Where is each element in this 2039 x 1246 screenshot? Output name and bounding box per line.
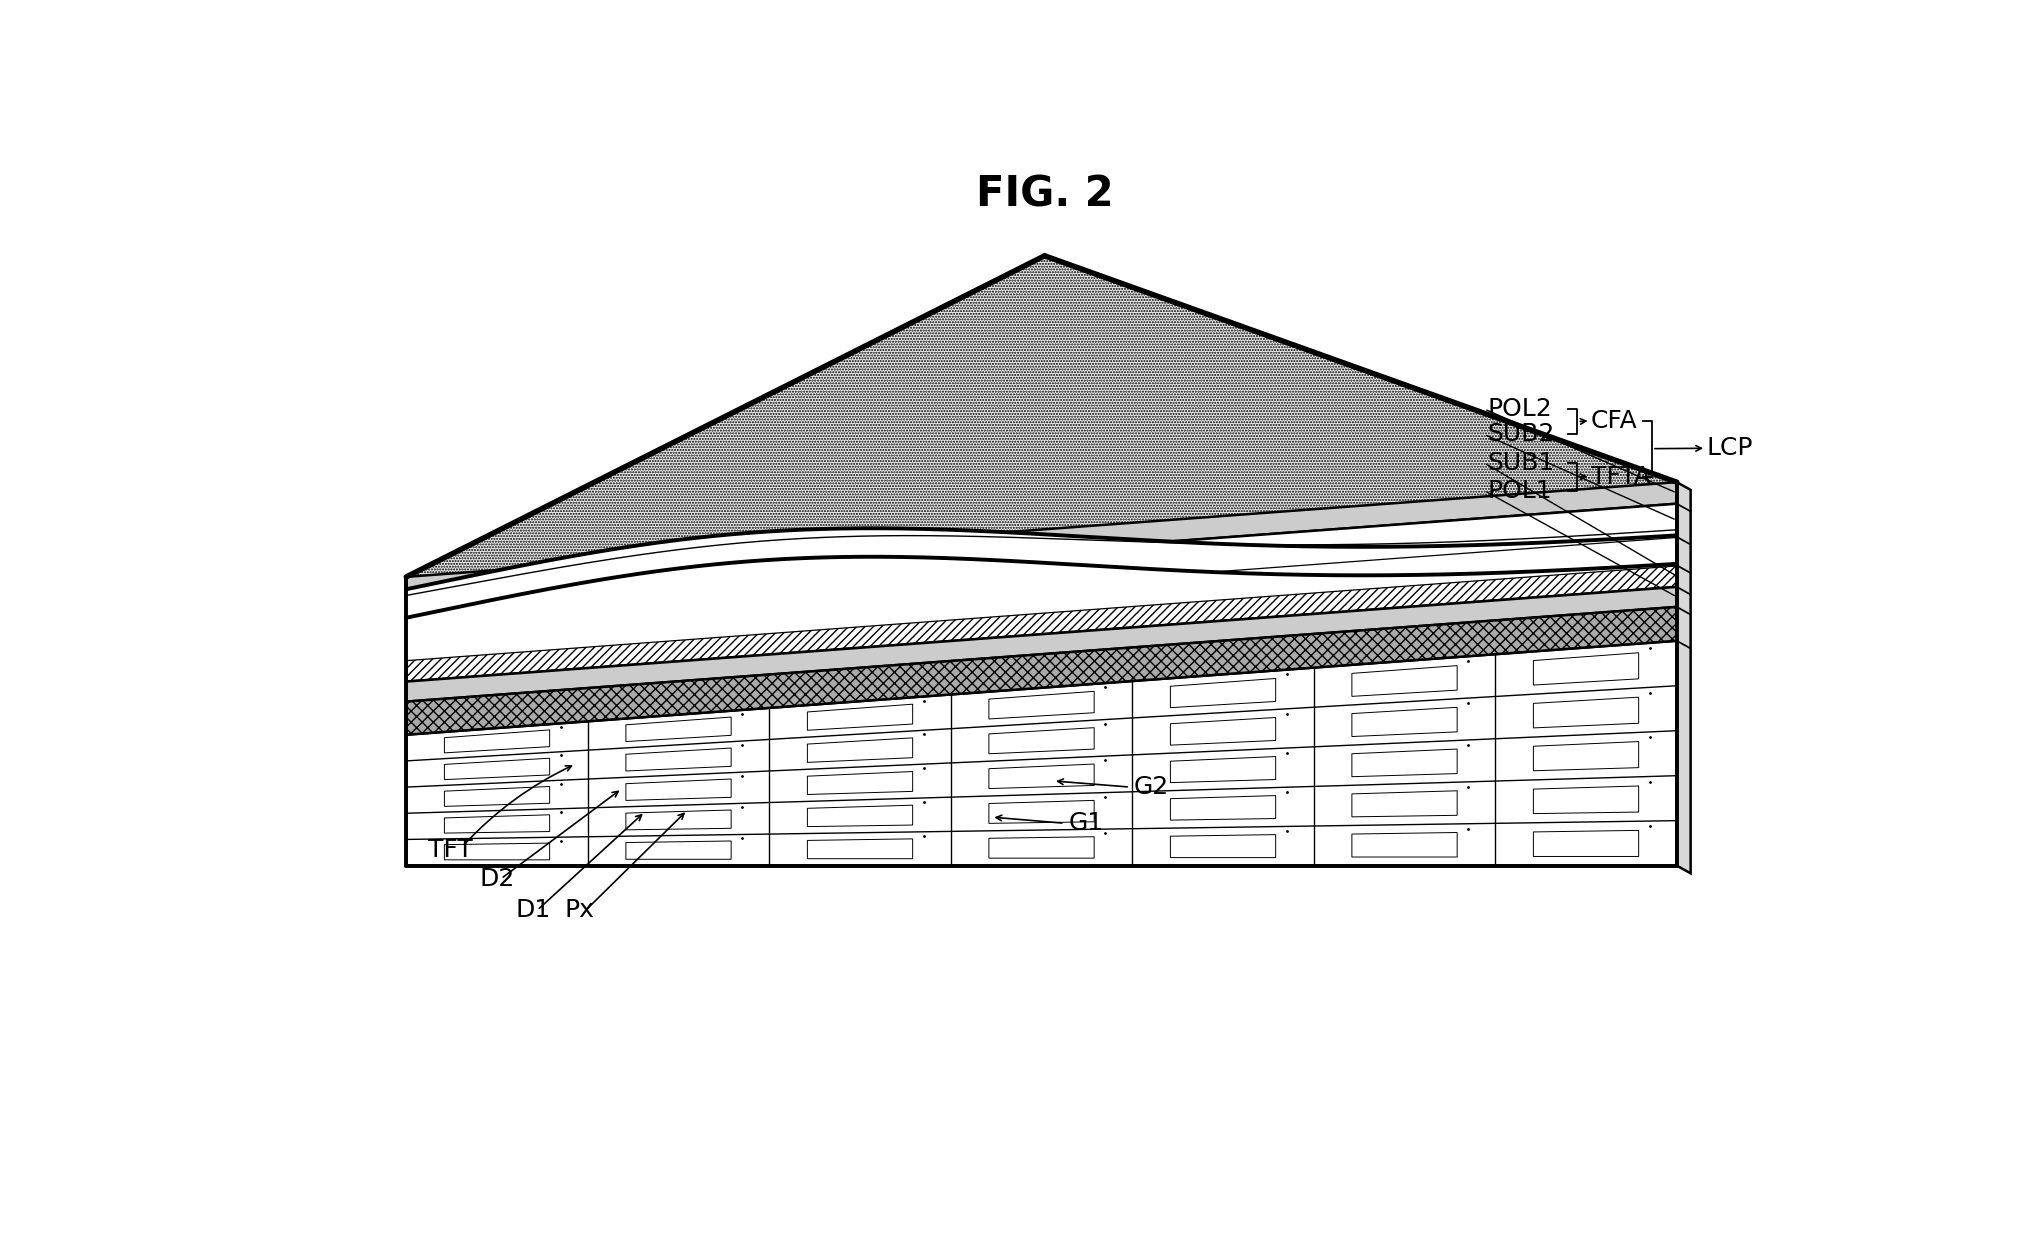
Polygon shape bbox=[989, 728, 1095, 754]
Polygon shape bbox=[406, 537, 1676, 660]
Polygon shape bbox=[1352, 665, 1458, 697]
Polygon shape bbox=[989, 764, 1095, 789]
Polygon shape bbox=[626, 841, 732, 860]
Polygon shape bbox=[406, 640, 1676, 866]
Polygon shape bbox=[445, 730, 551, 753]
Text: D1: D1 bbox=[516, 898, 551, 922]
Polygon shape bbox=[1352, 791, 1458, 817]
Polygon shape bbox=[807, 839, 913, 858]
Polygon shape bbox=[1533, 698, 1639, 728]
Polygon shape bbox=[807, 771, 913, 795]
Polygon shape bbox=[1170, 718, 1276, 745]
Polygon shape bbox=[406, 255, 1676, 598]
Text: G2: G2 bbox=[1134, 775, 1168, 799]
Polygon shape bbox=[989, 692, 1095, 719]
Polygon shape bbox=[1170, 679, 1276, 708]
Polygon shape bbox=[406, 482, 1676, 598]
Polygon shape bbox=[406, 607, 1676, 735]
Polygon shape bbox=[445, 786, 551, 806]
Text: D2: D2 bbox=[479, 867, 514, 891]
Polygon shape bbox=[626, 716, 732, 741]
Polygon shape bbox=[626, 748, 732, 771]
Polygon shape bbox=[807, 805, 913, 826]
Polygon shape bbox=[1533, 786, 1639, 814]
Polygon shape bbox=[1533, 653, 1639, 685]
Text: FIG. 2: FIG. 2 bbox=[977, 173, 1113, 216]
Text: TFT: TFT bbox=[428, 839, 473, 862]
Polygon shape bbox=[406, 528, 1676, 632]
Text: CFA: CFA bbox=[1590, 409, 1637, 432]
Polygon shape bbox=[445, 844, 551, 860]
Text: G1: G1 bbox=[1068, 811, 1103, 835]
Text: Px: Px bbox=[565, 898, 593, 922]
Polygon shape bbox=[445, 815, 551, 834]
Polygon shape bbox=[807, 704, 913, 730]
Polygon shape bbox=[1533, 830, 1639, 856]
Polygon shape bbox=[445, 759, 551, 780]
Text: LCP: LCP bbox=[1707, 436, 1754, 460]
Text: POL2: POL2 bbox=[1486, 397, 1552, 421]
Polygon shape bbox=[406, 587, 1676, 701]
Polygon shape bbox=[406, 566, 1676, 682]
Polygon shape bbox=[1352, 708, 1458, 736]
Polygon shape bbox=[989, 800, 1095, 824]
Polygon shape bbox=[626, 810, 732, 830]
Text: POL1: POL1 bbox=[1486, 478, 1552, 502]
Polygon shape bbox=[1352, 832, 1458, 857]
Polygon shape bbox=[1170, 835, 1276, 857]
Polygon shape bbox=[807, 738, 913, 763]
Text: TFTA: TFTA bbox=[1590, 465, 1650, 488]
Text: SUB2: SUB2 bbox=[1486, 422, 1554, 446]
Polygon shape bbox=[406, 557, 1676, 660]
Polygon shape bbox=[626, 779, 732, 800]
Polygon shape bbox=[1170, 756, 1276, 782]
Text: SUB1: SUB1 bbox=[1486, 451, 1554, 475]
Polygon shape bbox=[1170, 796, 1276, 820]
Polygon shape bbox=[406, 503, 1676, 632]
Polygon shape bbox=[1352, 749, 1458, 776]
Polygon shape bbox=[1533, 741, 1639, 771]
Polygon shape bbox=[989, 837, 1095, 858]
Polygon shape bbox=[1676, 482, 1690, 873]
